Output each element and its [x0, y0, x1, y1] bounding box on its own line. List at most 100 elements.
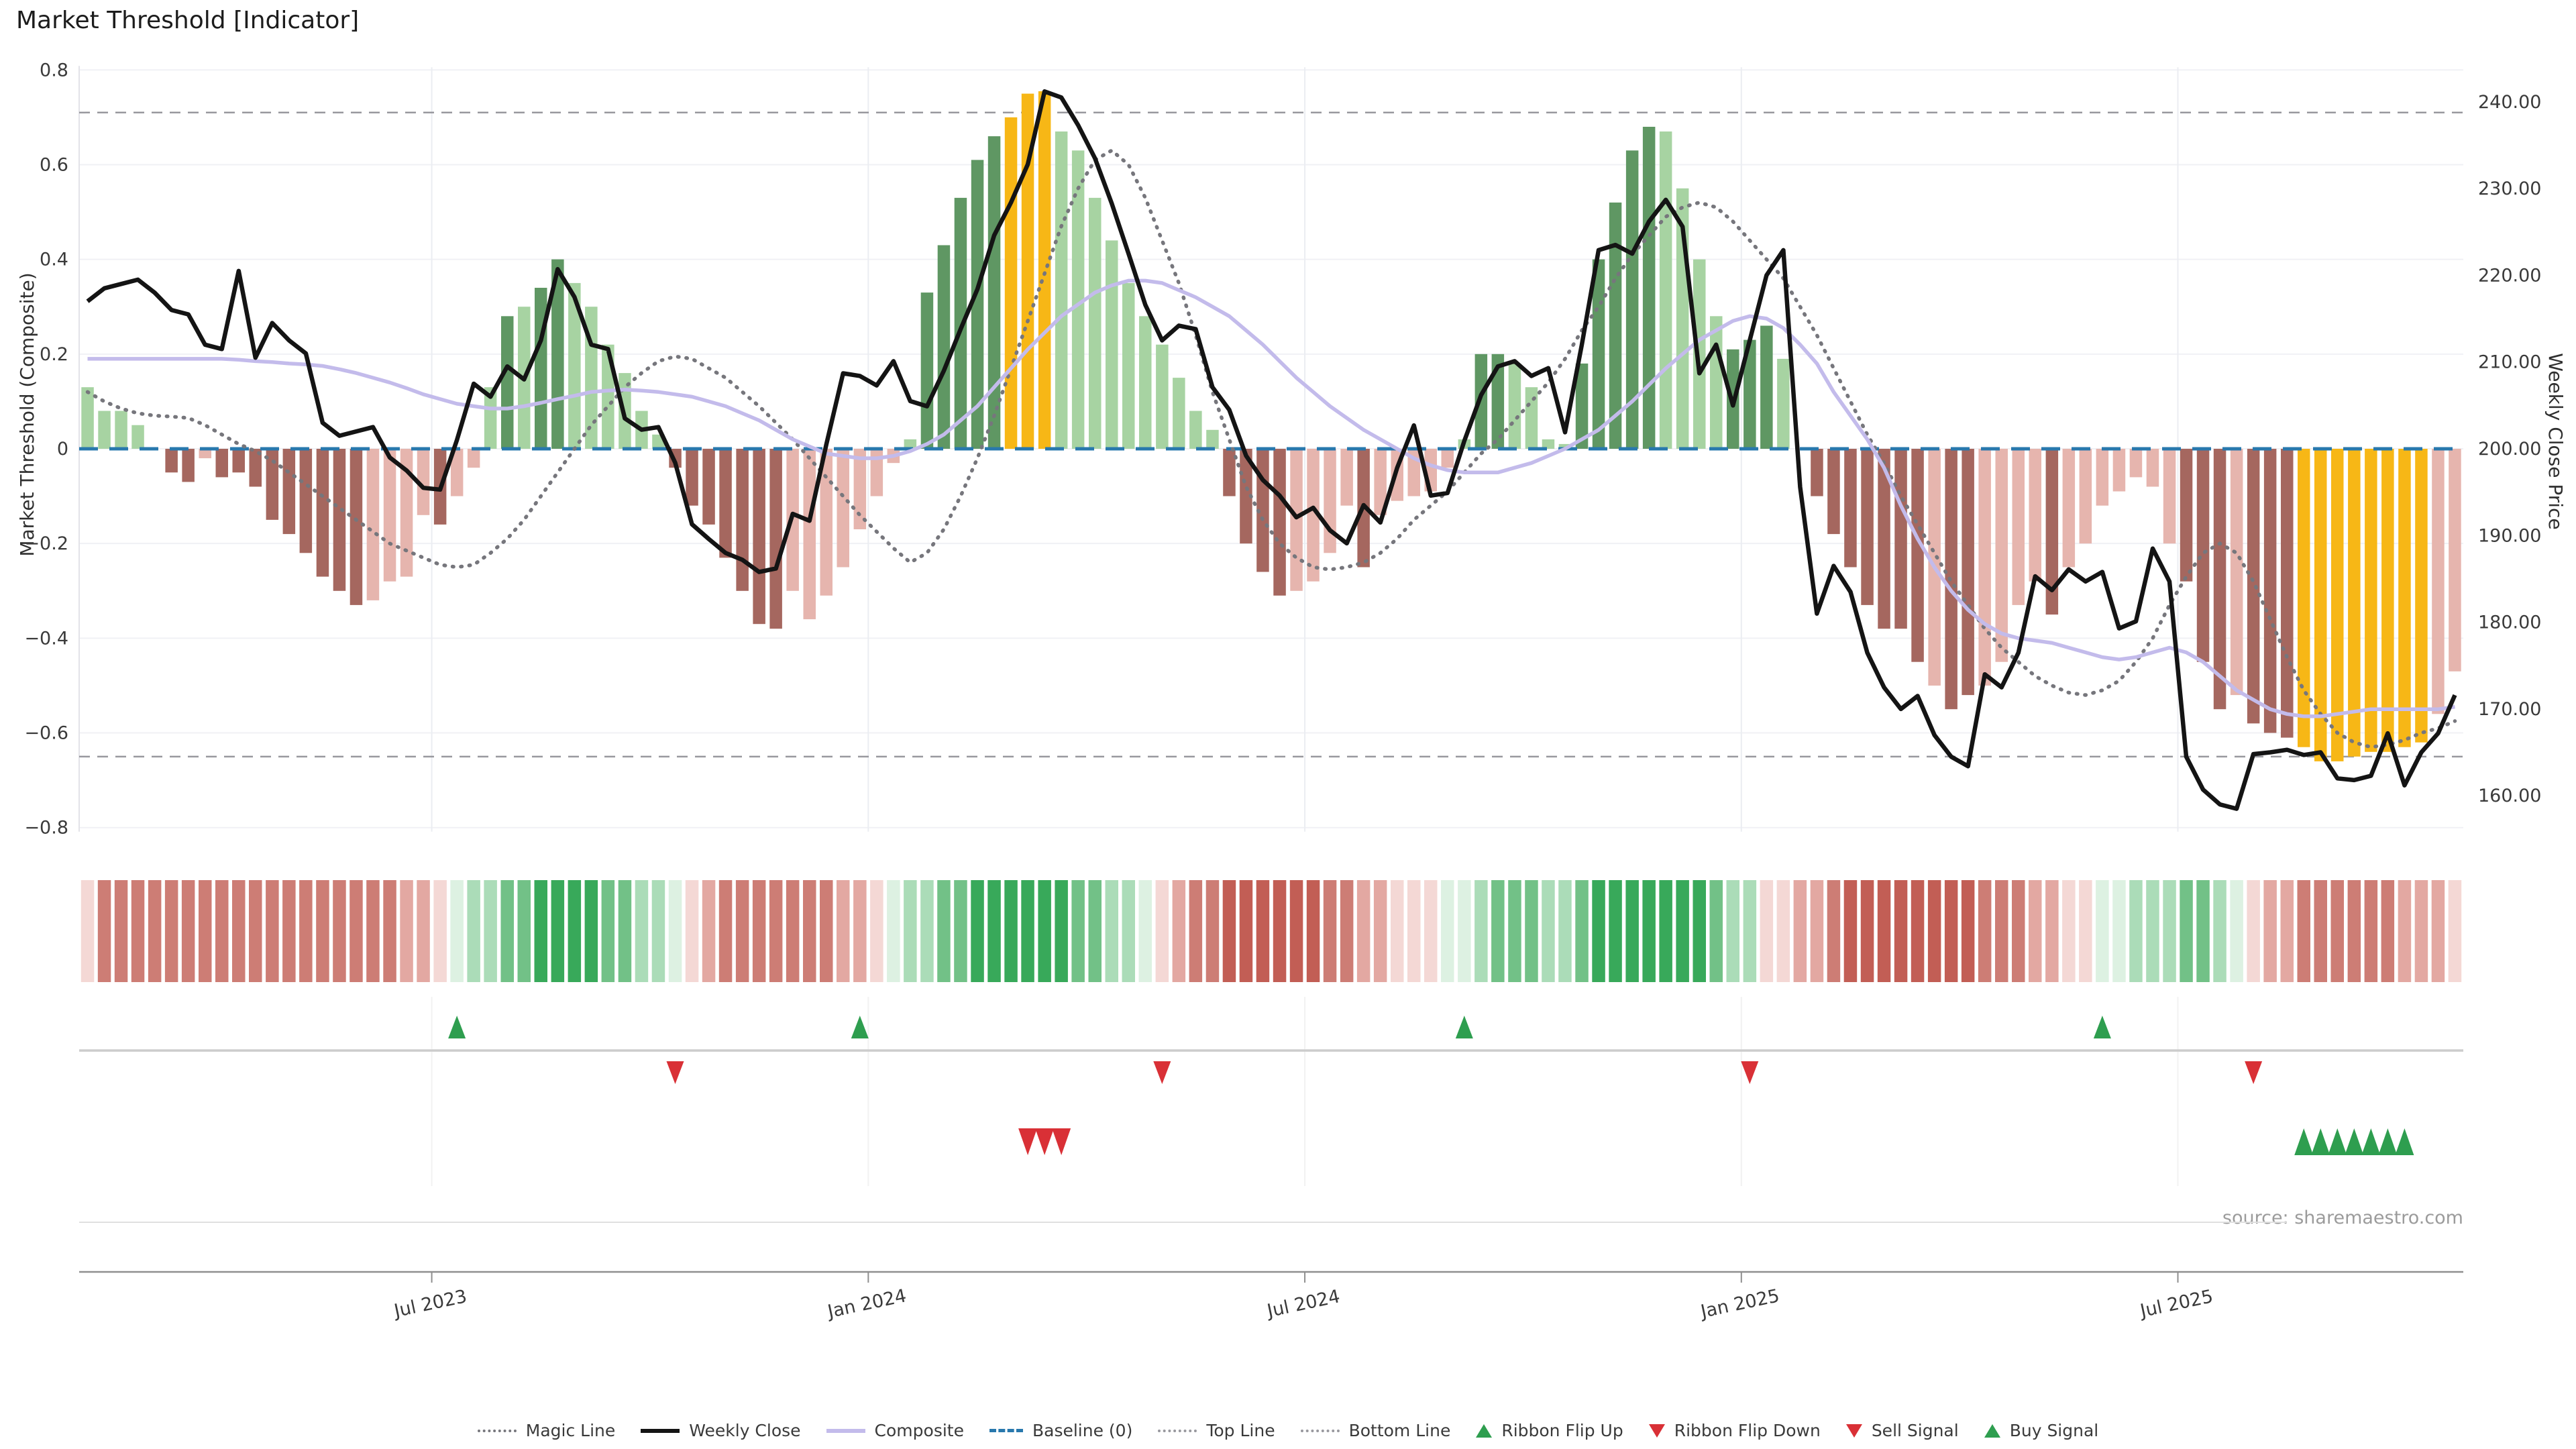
ribbon-cell — [1558, 880, 1572, 982]
ribbon-cell — [2247, 880, 2260, 982]
ribbon-cell — [1155, 880, 1169, 982]
sell-signal-marker — [1035, 1128, 1055, 1155]
ribbon-cell — [920, 880, 934, 982]
legend-label: Ribbon Flip Down — [1674, 1421, 1821, 1440]
buy-signal-marker — [2294, 1128, 2314, 1155]
x-axis-tick-label: Jul 2024 — [1264, 1286, 1342, 1322]
buy-signal-marker — [2328, 1128, 2347, 1155]
threshold-bar — [1693, 259, 1706, 449]
right-axis-tick: 170.00 — [2478, 699, 2541, 720]
legend-item-sell-signal: Sell Signal — [1845, 1421, 1959, 1440]
threshold-bar — [1978, 449, 1991, 686]
x-axis-tick-label: Jul 2025 — [2137, 1286, 2215, 1322]
threshold-bar — [686, 449, 698, 506]
legend-item-buy-signal: Buy Signal — [1984, 1421, 2098, 1440]
bottomline-line-swatch — [1300, 1429, 1340, 1432]
ribbon-cell — [1542, 880, 1555, 982]
left-axis-tick: 0.2 — [40, 344, 68, 365]
threshold-bar — [199, 449, 211, 459]
ribbon-cell — [1676, 880, 1689, 982]
threshold-bar — [1962, 449, 1974, 696]
ribbon-cell — [853, 880, 867, 982]
threshold-bar — [1995, 449, 2008, 662]
ribbon-cell — [2414, 880, 2428, 982]
ribbon-cell — [1239, 880, 1253, 982]
legend-label: Weekly Close — [689, 1421, 801, 1440]
threshold-bar — [954, 197, 967, 449]
threshold-bar — [1004, 117, 1018, 449]
ribbon-cell — [1391, 880, 1404, 982]
threshold-bar — [1491, 354, 1505, 449]
ribbon-cell — [316, 880, 329, 982]
threshold-bar — [2230, 449, 2243, 696]
threshold-bar — [1038, 91, 1051, 449]
ribbon-cell — [1877, 880, 1891, 982]
ribbon-flip-down-marker — [2245, 1061, 2263, 1084]
ribbon-cell — [1693, 880, 1706, 982]
ribbon-cell — [987, 880, 1001, 982]
threshold-bar — [2298, 449, 2310, 747]
ribbon-cell — [2364, 880, 2378, 982]
chart-legend: Magic Line Weekly Close Composite Baseline … — [0, 1421, 2576, 1440]
threshold-bar — [215, 449, 228, 478]
ribbon-cell — [97, 880, 111, 982]
threshold-bar — [1206, 429, 1219, 449]
close-line-swatch — [641, 1428, 680, 1433]
ribbon-cell — [786, 880, 800, 982]
threshold-bar — [1139, 316, 1152, 449]
threshold-bar — [736, 449, 749, 591]
ribbon-cell — [383, 880, 396, 982]
ribbon-cell — [164, 880, 178, 982]
ribbon-cell — [114, 880, 128, 982]
ribbon-cell — [400, 880, 413, 982]
ribbon-cell — [2230, 880, 2243, 982]
threshold-bar — [904, 439, 917, 449]
left-axis-tick: 0.4 — [40, 250, 68, 270]
threshold-bar — [501, 316, 514, 449]
ribbon-cell — [80, 880, 95, 982]
threshold-bar — [987, 136, 1001, 449]
ribbon-cell — [568, 880, 582, 982]
legend-label: Baseline (0) — [1032, 1421, 1133, 1440]
ribbon-cell — [500, 880, 514, 982]
ribbon-cell — [1709, 880, 1723, 982]
ribbon-cell — [433, 880, 447, 982]
ribbon-cell — [1071, 880, 1085, 982]
threshold-bar — [1743, 339, 1756, 449]
buy-signal-marker — [2345, 1128, 2364, 1155]
ribbon-cell — [752, 880, 766, 982]
ribbon-cell — [1726, 880, 1739, 982]
right-axis-tick: 220.00 — [2478, 265, 2541, 286]
threshold-bar — [115, 411, 127, 449]
ribbon-cell — [534, 880, 547, 982]
threshold-bar — [350, 449, 363, 605]
ribbon-flip-up-marker — [1455, 1016, 1473, 1038]
ribbon-cell — [601, 880, 615, 982]
ribbon-cell — [1273, 880, 1287, 982]
threshold-bar — [182, 449, 195, 482]
threshold-bar — [1290, 449, 1303, 591]
threshold-bar — [1021, 93, 1034, 449]
ribbon-cell — [232, 880, 246, 982]
threshold-bar — [1340, 449, 1353, 506]
ribbon-cell — [1625, 880, 1639, 982]
ribbon-cell — [1205, 880, 1220, 982]
threshold-bar — [2146, 449, 2159, 487]
threshold-bar — [1558, 443, 1572, 449]
ribbon-flip-up-marker — [851, 1016, 869, 1038]
ribbon-flip-down-marker — [666, 1061, 684, 1084]
threshold-bar — [2314, 449, 2327, 761]
threshold-bar — [1894, 449, 1907, 629]
ribbon-cell — [1642, 880, 1656, 982]
ribbon-cell — [1978, 880, 1992, 982]
threshold-bar — [1189, 411, 1202, 449]
ribbon-cell — [350, 880, 363, 982]
ribbon-cell — [1172, 880, 1186, 982]
threshold-bar — [2348, 449, 2361, 757]
threshold-bar — [316, 449, 329, 577]
threshold-bar — [2213, 449, 2226, 710]
ribbon-cell — [820, 880, 833, 982]
ribbon-cell — [971, 880, 984, 982]
left-axis-tick: −0.2 — [24, 533, 68, 554]
